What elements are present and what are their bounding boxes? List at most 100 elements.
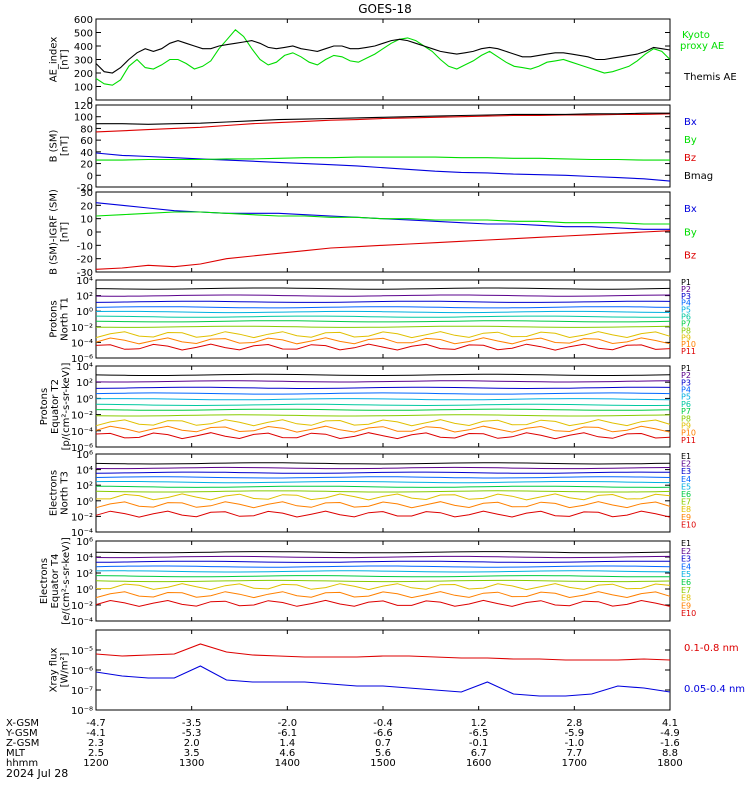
x-axis-row-value: -6.6 <box>373 728 393 739</box>
x-axis-row-value: -4.7 <box>86 718 106 729</box>
channel-line-p5 <box>95 398 671 401</box>
y-axis-label: B (SM) <box>49 129 60 162</box>
channel-line-p9 <box>95 331 671 339</box>
legend-entry: 0.05-0.4 nm <box>684 684 745 695</box>
y-tick-label: 10⁻² <box>71 323 93 334</box>
x-axis-row-value: 1.2 <box>471 718 487 729</box>
x-axis-row-value: -2.0 <box>278 718 298 729</box>
y-axis-label: Protons <box>49 300 60 337</box>
y-tick-label: 200 <box>74 69 93 80</box>
channel-line-p5 <box>95 310 671 314</box>
x-axis-row-value: -4.9 <box>660 728 680 739</box>
y-tick-label: 60 <box>80 136 93 147</box>
channel-label: P9 <box>681 421 691 430</box>
channel-line-e9 <box>95 501 671 509</box>
channel-label: E9 <box>681 601 691 610</box>
y-tick-label: 10⁻⁴ <box>71 617 93 628</box>
channel-label: E5 <box>681 570 691 579</box>
series-line-0-05-0-4-nm <box>95 665 671 697</box>
channel-line-e2 <box>95 466 671 470</box>
channel-label: P10 <box>681 340 696 349</box>
legend-entry: Bmag <box>684 171 713 182</box>
y-tick-label: 10⁻⁸ <box>71 706 93 717</box>
y-axis-label: [e/(cm²-s-sr-keV)] <box>61 537 72 625</box>
x-axis-row-value: 0.7 <box>375 738 391 749</box>
channel-line-p7 <box>95 408 671 411</box>
channel-line-e7 <box>95 579 671 583</box>
legend-entry: Bz <box>684 153 696 164</box>
y-tick-label: 10⁻⁴ <box>71 338 93 349</box>
channel-line-p4 <box>95 306 671 309</box>
channel-label: P9 <box>681 333 691 342</box>
series-line-themis-ae <box>95 38 671 74</box>
y-tick-label: 10⁴ <box>76 553 93 564</box>
y-tick-label: -30 <box>77 268 93 279</box>
y-tick-label: 10⁰ <box>76 585 93 596</box>
legend-entry: Bz <box>684 251 696 262</box>
x-axis-row-value: -0.4 <box>373 718 393 729</box>
channel-label: P6 <box>681 313 691 322</box>
channel-label: E6 <box>681 490 691 499</box>
x-axis-row-label: Z-GSM <box>6 738 39 749</box>
y-tick-label: 30 <box>80 188 93 199</box>
legend-entry: Bx <box>684 117 697 128</box>
series-line-bz <box>95 230 671 270</box>
channel-line-e7 <box>95 490 671 493</box>
panel-pe: 10⁻⁶ 10⁻⁴ 10⁻² 10⁰ 10² 10⁴ Protons Equator T2 [p… <box>39 362 696 454</box>
channel-label: E5 <box>681 482 691 491</box>
y-tick-label: 10⁰ <box>76 497 93 508</box>
channel-line-p10 <box>95 425 671 433</box>
channel-line-p3 <box>95 300 671 303</box>
x-axis-row-value: 2.3 <box>88 738 104 749</box>
y-tick-label: 10⁻⁵ <box>71 646 93 657</box>
panel-frame <box>95 279 671 359</box>
y-tick-label: -20 <box>77 183 93 194</box>
channel-label: P2 <box>681 285 691 294</box>
y-axis-label: Electrons <box>39 558 50 604</box>
channel-line-e3 <box>95 560 671 563</box>
y-axis-label: Protons <box>39 388 50 425</box>
x-axis-row-value: 2.8 <box>566 718 582 729</box>
x-axis-time-tick: 1200 <box>83 758 108 769</box>
y-tick-label: 10⁶ <box>76 450 93 461</box>
channel-label: E1 <box>681 539 691 548</box>
y-axis-label: [nT] <box>60 49 71 69</box>
channel-line-p9 <box>95 419 671 427</box>
channel-label: E7 <box>681 586 691 595</box>
channel-line-e10 <box>95 510 671 518</box>
channel-label: E8 <box>681 505 691 514</box>
channel-label: E8 <box>681 594 691 603</box>
channel-line-e6 <box>95 485 671 488</box>
y-axis-label: B (SM)-IGRF (SM) <box>49 189 60 275</box>
panel-frame <box>95 191 671 273</box>
x-axis-time-tick: 1300 <box>179 758 204 769</box>
channel-line-p1 <box>95 373 671 376</box>
panel-ae: 0 100 200 300 400 500 600 AE_index [nT] <box>49 15 671 107</box>
channel-line-p1 <box>95 287 671 290</box>
y-tick-label: 10⁴ <box>76 276 93 287</box>
channel-line-e2 <box>95 555 671 559</box>
channel-label: E3 <box>681 467 691 476</box>
y-tick-label: 100 <box>74 83 93 94</box>
channel-line-p7 <box>95 320 671 323</box>
x-axis-time-tick: 1400 <box>275 758 300 769</box>
channel-label: P3 <box>681 292 691 301</box>
x-axis-row-value: -1.0 <box>565 738 585 749</box>
y-tick-label: 10² <box>76 569 93 580</box>
y-axis-label: Xray flux <box>49 648 60 693</box>
y-tick-label: 40 <box>80 148 93 159</box>
x-axis-row-label: hhmm <box>6 758 38 769</box>
series-line-kyoto-proxy-ae <box>95 29 671 86</box>
x-axis-time-tick: 1500 <box>370 758 395 769</box>
channel-label: P5 <box>681 393 691 402</box>
y-tick-label: 10 <box>80 215 93 226</box>
y-axis-label: [p/(cm²-s-sr-keV)] <box>61 363 72 451</box>
channel-line-e5 <box>95 570 671 573</box>
channel-label: E7 <box>681 498 691 507</box>
panel-xray: 10⁻⁸ 10⁻⁷ 10⁻⁶ 10⁻⁵ Xray flux [W/m²] <box>49 629 671 717</box>
series-line-bz <box>95 113 671 133</box>
y-tick-label: 10² <box>76 378 93 389</box>
x-axis-row-value: -3.5 <box>182 718 202 729</box>
channel-label: E10 <box>681 609 696 618</box>
